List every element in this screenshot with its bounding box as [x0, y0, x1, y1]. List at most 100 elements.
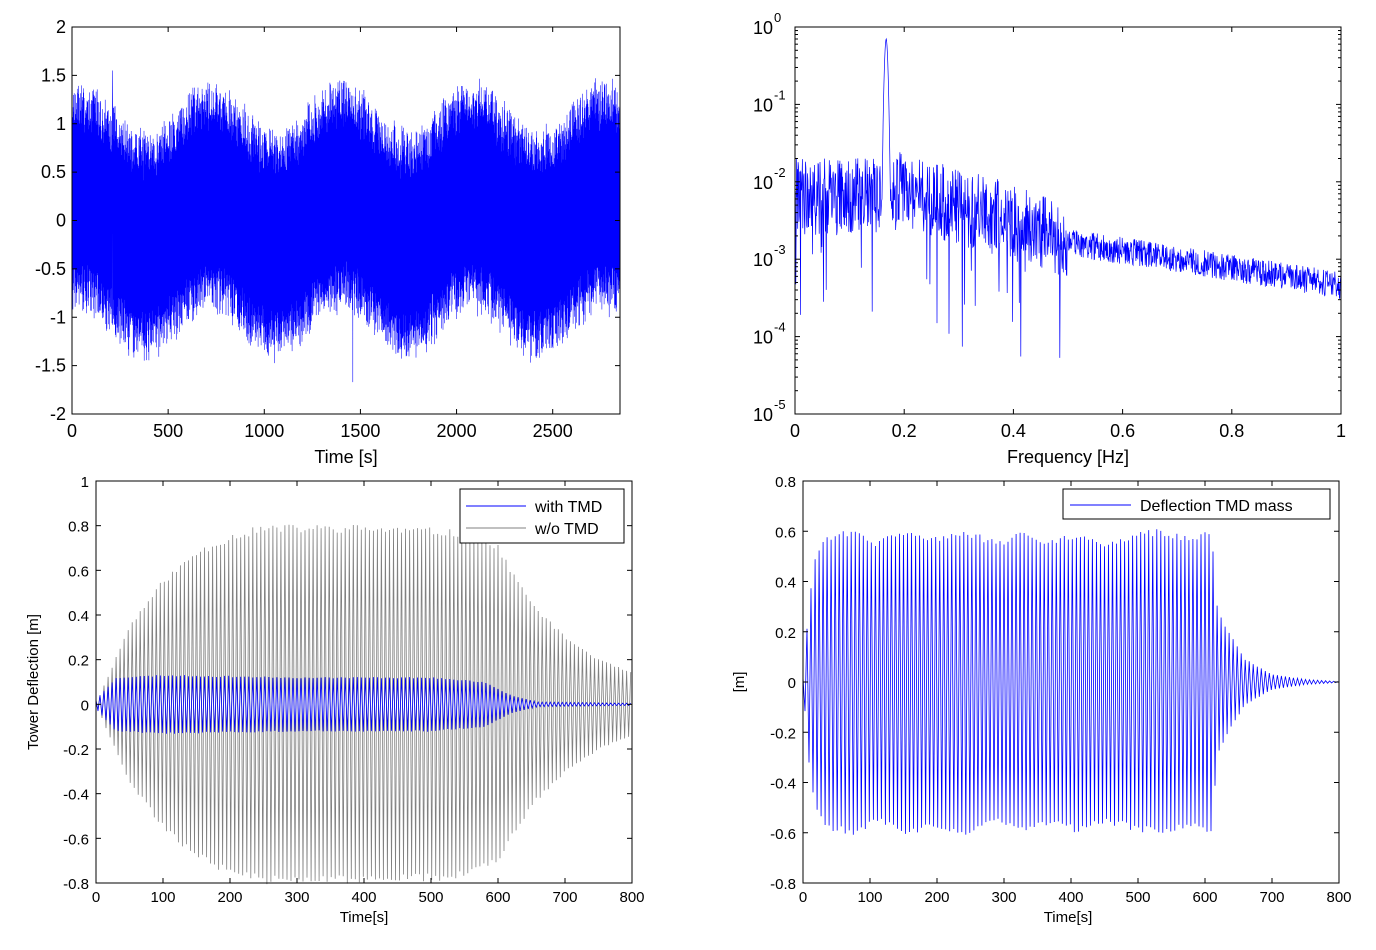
spectrum-axes-box [794, 26, 1342, 415]
series-line-without-tmd [95, 524, 632, 885]
y-tick-label: -0.4 [63, 787, 89, 804]
x-tick-label: 200 [217, 889, 242, 906]
y-tick-label: 2 [56, 17, 66, 37]
x-tick-label: 700 [552, 889, 577, 906]
y-tick-label: 1 [56, 114, 66, 134]
tower-deflection-series [95, 524, 632, 885]
y-tick-label: 0.4 [68, 608, 89, 625]
x-tick-label: 2500 [533, 421, 573, 441]
y-tick-label: -1.5 [35, 356, 66, 376]
tmd-mass-chart: 0 100 200 300 400 500 600 700 800 -0.8 -0.6 -0.4 -0.… [731, 474, 1352, 926]
x-tick-label: 800 [1326, 889, 1351, 906]
y-tick-label: 1.5 [41, 65, 66, 85]
series-line-spectrum [794, 37, 1342, 358]
y-tick-exponent: 0 [774, 10, 781, 25]
legend-label-with-tmd: with TMD [534, 499, 602, 516]
y-tick-label: 10 [753, 95, 773, 115]
y-tick-label: -0.8 [770, 876, 796, 893]
y-tick-label: 0 [788, 675, 796, 692]
y-tick-label: 10 [753, 405, 773, 425]
y-tick-label: -2 [50, 404, 66, 424]
y-tick-label: 10 [753, 328, 773, 348]
time-signal-series [71, 70, 621, 383]
x-tick-label: 0.6 [1110, 421, 1135, 441]
x-tick-label: 0 [799, 889, 807, 906]
x-tick-label: 700 [1259, 889, 1284, 906]
y-tick-label: 0.8 [775, 474, 796, 491]
x-tick-label: 0.4 [1001, 421, 1026, 441]
x-tick-label: 1000 [244, 421, 284, 441]
x-tick-label: 0.8 [1219, 421, 1244, 441]
time-signal-chart: 0 500 1000 1500 2000 2500 -2 -1.5 -1 -0.5 0 0.5 1 1.5… [35, 17, 621, 467]
y-tick-label: 10 [753, 173, 773, 193]
tmd-mass-legend: Deflection TMD mass [1062, 488, 1331, 520]
legend-label-without-tmd: w/o TMD [534, 521, 599, 538]
y-tick-label: -0.5 [35, 259, 66, 279]
y-tick-label: 10 [753, 18, 773, 38]
x-tick-label: 300 [284, 889, 309, 906]
x-tick-label: 0 [790, 421, 800, 441]
legend-box [459, 488, 625, 544]
y-tick-exponent: -2 [774, 165, 786, 180]
x-tick-label: 400 [351, 889, 376, 906]
tower-deflection-xlabel: Time[s] [340, 909, 389, 926]
tower-deflection-legend: with TMD w/o TMD [459, 488, 625, 544]
x-tick-label: 500 [1125, 889, 1150, 906]
time-signal-ticks: 0 500 1000 1500 2000 2500 -2 -1.5 -1 -0.5 0 0.5 1 1.5… [35, 17, 620, 441]
x-tick-label: 1 [1336, 421, 1346, 441]
y-tick-label: -0.4 [770, 776, 796, 793]
x-tick-label: 600 [485, 889, 510, 906]
x-tick-label: 300 [991, 889, 1016, 906]
y-tick-label: 1 [81, 474, 89, 491]
x-tick-label: 2000 [437, 421, 477, 441]
series-line-tmd-mass [802, 529, 1338, 835]
legend-label-tmd-mass: Deflection TMD mass [1140, 498, 1293, 515]
x-tick-label: 0.2 [892, 421, 917, 441]
y-tick-label: 0.5 [41, 162, 66, 182]
series-line-with-tmd [95, 675, 631, 734]
y-tick-label: 0.4 [775, 575, 796, 592]
series-line-signal [71, 70, 621, 383]
tmd-mass-xlabel: Time[s] [1044, 909, 1093, 926]
time-signal-xlabel: Time [s] [314, 447, 377, 467]
y-tick-label: -0.8 [63, 876, 89, 893]
x-tick-label: 500 [418, 889, 443, 906]
y-tick-label: -0.2 [63, 742, 89, 759]
spectrum-xlabel: Frequency [Hz] [1007, 447, 1129, 467]
y-tick-label: 0.8 [68, 519, 89, 536]
x-tick-label: 600 [1192, 889, 1217, 906]
x-tick-label: 200 [924, 889, 949, 906]
y-tick-label: -1 [50, 307, 66, 327]
y-tick-exponent: -4 [774, 320, 786, 335]
tmd-mass-series [802, 529, 1338, 835]
tower-deflection-ticks: 0 100 200 300 400 500 600 700 800 -0.8 -0.6 -0.4 -0.… [63, 474, 644, 906]
y-tick-exponent: -3 [774, 242, 786, 257]
y-tick-label: 0 [56, 211, 66, 231]
tmd-mass-ylabel: [m] [731, 672, 748, 693]
x-tick-label: 800 [619, 889, 644, 906]
x-tick-label: 100 [150, 889, 175, 906]
x-tick-label: 400 [1058, 889, 1083, 906]
y-tick-exponent: -5 [774, 397, 786, 412]
x-tick-label: 500 [153, 421, 183, 441]
y-tick-label: -0.6 [770, 826, 796, 843]
legend-box [1062, 488, 1331, 520]
y-tick-label: 0.6 [775, 524, 796, 541]
y-tick-label: 0.2 [68, 653, 89, 670]
tower-deflection-chart: 0 100 200 300 400 500 600 700 800 -0.8 -0.6 -0.4 -0.… [25, 474, 645, 926]
y-tick-label: 0.6 [68, 563, 89, 580]
y-tick-exponent: -1 [774, 87, 786, 102]
tower-deflection-ylabel: Tower Deflection [m] [25, 614, 42, 750]
x-tick-label: 100 [857, 889, 882, 906]
y-tick-label: 10 [753, 250, 773, 270]
x-tick-label: 1500 [340, 421, 380, 441]
x-tick-label: 0 [67, 421, 77, 441]
x-tick-label: 0 [92, 889, 100, 906]
y-tick-label: -0.2 [770, 725, 796, 742]
y-tick-label: 0.2 [775, 625, 796, 642]
y-tick-label: -0.6 [63, 831, 89, 848]
y-tick-label: 0 [81, 697, 89, 714]
